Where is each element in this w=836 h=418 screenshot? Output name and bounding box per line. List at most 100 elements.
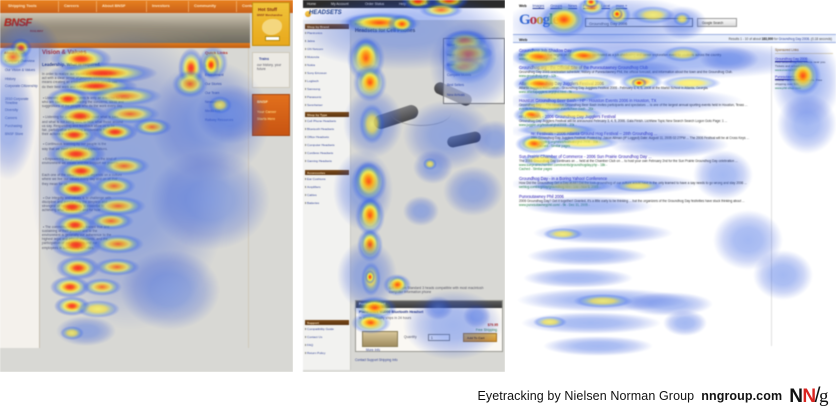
buybox-thumbnail[interactable] bbox=[362, 331, 398, 347]
callout-link[interactable]: Hands Free Talking bbox=[447, 53, 475, 57]
search-input[interactable]: Groundhog Day 2006 bbox=[585, 18, 693, 27]
nav-link-froogle[interactable]: Froogle bbox=[583, 4, 596, 8]
callout-link[interactable]: Compare Models bbox=[447, 73, 472, 77]
top-bar-item[interactable]: Cart bbox=[421, 2, 428, 6]
bnsf-sidebar-item[interactable]: 2010 Corporate Timeline bbox=[5, 97, 29, 105]
nav-link[interactable]: Plantronics bbox=[307, 31, 323, 35]
top-bar-item[interactable]: Help bbox=[399, 2, 406, 6]
bnsf-quicklink[interactable]: Our Team bbox=[205, 91, 220, 95]
bnsf-nav-item[interactable]: Contact bbox=[242, 3, 257, 8]
bnsf-sidebar[interactable]: About BNSF Company Overview Our Vision &… bbox=[0, 48, 40, 348]
search-result[interactable]: Groundhog Job Shadow Day Describes a pro… bbox=[519, 48, 769, 61]
nng-logo[interactable]: N N / g bbox=[789, 384, 828, 408]
bnsf-quicklink[interactable]: Environment bbox=[205, 73, 224, 77]
top-bar-item[interactable]: My Account bbox=[331, 2, 349, 6]
search-button[interactable]: Google Search bbox=[697, 18, 737, 27]
bnsf-promo-hot-stuff[interactable]: Hot Stuff BNSF Merchandise bbox=[252, 2, 290, 46]
bnsf-promo-careers[interactable]: BNSF Your Career Starts Here bbox=[252, 94, 290, 136]
promo-shop-button[interactable] bbox=[265, 36, 280, 41]
nav-link[interactable]: Cell Phone Headsets bbox=[307, 119, 337, 123]
search-result[interactable]: Houston Groundhog Beer Bash - HP - Houst… bbox=[519, 98, 769, 111]
bnsf-quicklink[interactable]: Media Kits bbox=[205, 109, 221, 113]
nav-link[interactable]: Logitech bbox=[307, 79, 319, 83]
callout-link[interactable]: Bluetooth Wireless bbox=[447, 63, 474, 67]
google-logo[interactable]: Google bbox=[519, 12, 559, 29]
bnsf-sidebar-item[interactable]: Purchasing bbox=[5, 124, 22, 128]
nav-link[interactable]: Gaming Headsets bbox=[307, 159, 332, 163]
nav-link-images[interactable]: Images bbox=[532, 4, 545, 8]
search-result[interactable]: Groundhog Day - in a Boring Yahoo! Confe… bbox=[519, 176, 769, 189]
add-to-cart-button[interactable]: Add To Cart bbox=[463, 333, 497, 342]
bnsf-sidebar-item[interactable]: Company Overview bbox=[5, 59, 35, 63]
bnsf-quicklink[interactable]: Railway Resources bbox=[205, 118, 234, 122]
nav-link[interactable]: Jabra bbox=[307, 39, 315, 43]
bnsf-sidebar-item[interactable]: Careers bbox=[5, 116, 18, 120]
nav-link[interactable]: Ear Cushions bbox=[307, 177, 326, 181]
top-bar-item[interactable]: Home bbox=[307, 2, 317, 6]
result-more-results-link[interactable]: Cached - Similar pages bbox=[537, 143, 571, 148]
search-result[interactable]: Punxsutawney Phil 2006 2006 Groundhog Da… bbox=[519, 194, 769, 207]
product-feature-callout[interactable]: Noise Canceling Hands Free Talking Bluet… bbox=[443, 38, 505, 104]
nav-link[interactable]: Samsung bbox=[307, 87, 321, 91]
nav-link[interactable]: Amplifiers bbox=[307, 185, 321, 189]
bnsf-nav-item[interactable]: Investors bbox=[152, 3, 170, 8]
product-breadcrumb[interactable]: Home > Headsets > Cell Phones bbox=[355, 22, 402, 26]
nav-link[interactable]: GN Netcom bbox=[307, 47, 324, 51]
sponsored-ad[interactable]: Groundhog Day 2006 Find Groundhog Day ev… bbox=[775, 57, 833, 72]
buybox-qty-input[interactable]: 1 bbox=[428, 334, 450, 341]
product-footer[interactable]: Contact Support Shipping Info bbox=[355, 358, 398, 362]
nav-link[interactable]: FAQ bbox=[307, 343, 314, 347]
bnsf-sidebar-item[interactable]: History bbox=[5, 77, 16, 81]
caption-domain[interactable]: nngroup.com bbox=[701, 389, 783, 403]
nav-link[interactable]: Computer Headsets bbox=[307, 143, 335, 147]
nav-link[interactable]: Sony Ericsson bbox=[307, 71, 327, 75]
result-cached-link[interactable]: Cached - Similar pages bbox=[519, 166, 553, 171]
nav-link-more[interactable]: more » bbox=[615, 4, 628, 8]
bnsf-nav-item[interactable]: Community bbox=[194, 3, 216, 8]
bnsf-sidebar-item[interactable]: Our Vision & Values bbox=[5, 68, 36, 72]
bnsf-top-nav[interactable]: Shipping Tools Careers About BNSF Invest… bbox=[0, 0, 293, 13]
bnsf-nav-item[interactable]: About BNSF bbox=[102, 3, 126, 8]
search-result[interactable]: Atlanta Groundhog Day Jugglers Festival … bbox=[519, 81, 769, 94]
nav-link[interactable]: Panasonic bbox=[307, 95, 322, 99]
buybox-more-info-link[interactable]: More Info bbox=[366, 348, 381, 352]
nav-link[interactable]: Compatibility Guide bbox=[307, 327, 334, 331]
bnsf-promo-trains[interactable]: Trains our history, your future bbox=[252, 52, 290, 88]
search-result[interactable]: Sun Prairie Chamber of Commerce - 2006 S… bbox=[519, 154, 769, 171]
search-result[interactable]: re: Festivals - 2006 Atlanta Ground Hog … bbox=[531, 131, 769, 148]
nav-link[interactable]: Motorola bbox=[307, 55, 320, 59]
nav-link[interactable]: Sennheiser bbox=[307, 103, 323, 107]
bnsf-quicklink[interactable]: Newsroom bbox=[205, 100, 221, 104]
bnsf-logo[interactable]: BNSF bbox=[4, 17, 32, 29]
nav-link[interactable]: Cordless Headsets bbox=[307, 151, 334, 155]
callout-link[interactable]: Best Sellers bbox=[447, 83, 465, 87]
buybox-product-name[interactable]: Plantronics M3000 Bluetooth Headset bbox=[359, 310, 424, 314]
nav-link-local[interactable]: Local bbox=[601, 4, 610, 8]
nav-link-news[interactable]: News bbox=[568, 4, 578, 8]
callout-link[interactable]: Noise Canceling bbox=[447, 43, 471, 47]
bnsf-quicklink[interactable]: Our Stories bbox=[205, 82, 222, 86]
top-bar-item[interactable]: Order Status bbox=[365, 2, 385, 6]
product-buy-box[interactable]: Featured Product Plantronics M3000 Bluet… bbox=[355, 300, 503, 352]
product-site-logo[interactable]: HEADSETS bbox=[309, 10, 342, 16]
callout-link[interactable]: New Arrivals bbox=[447, 93, 465, 97]
nav-link-groups[interactable]: Groups bbox=[550, 4, 563, 8]
bnsf-sidebar-item[interactable]: BNSF Store bbox=[5, 132, 24, 136]
bnsf-nav-item[interactable]: Careers bbox=[64, 3, 79, 8]
nav-link[interactable]: Office Headsets bbox=[307, 135, 329, 139]
bnsf-sidebar-item[interactable]: Diversity bbox=[5, 108, 18, 112]
product-left-nav[interactable]: Shop by Brand Plantronics Jabra GN Netco… bbox=[303, 20, 351, 370]
search-result[interactable]: Groundhog.org - the Official Site of the… bbox=[519, 65, 769, 78]
sponsored-ad[interactable]: Punxsutawney Phil Official merchandise a… bbox=[775, 75, 833, 90]
nav-link[interactable]: Cables bbox=[307, 193, 317, 197]
bnsf-nav-item[interactable]: Shipping Tools bbox=[8, 3, 37, 8]
nav-link[interactable]: Nokia bbox=[307, 63, 315, 67]
nav-link[interactable]: Bluetooth Headsets bbox=[307, 127, 335, 131]
product-top-bar[interactable]: Home My Account Order Status Help Cart bbox=[303, 0, 505, 8]
google-top-nav[interactable]: Web Images Groups News Froogle Local mor… bbox=[519, 4, 627, 8]
search-result[interactable]: re: Festivals - 2006 Groundhog Day Juggl… bbox=[519, 114, 769, 127]
nav-link[interactable]: Contact Us bbox=[307, 335, 323, 339]
nav-link[interactable]: Return Policy bbox=[307, 351, 326, 355]
bnsf-right-column[interactable]: Quick Links Safety Environment Our Stori… bbox=[205, 50, 247, 122]
bnsf-sidebar-item[interactable]: Corporate Citizenship bbox=[5, 84, 38, 88]
